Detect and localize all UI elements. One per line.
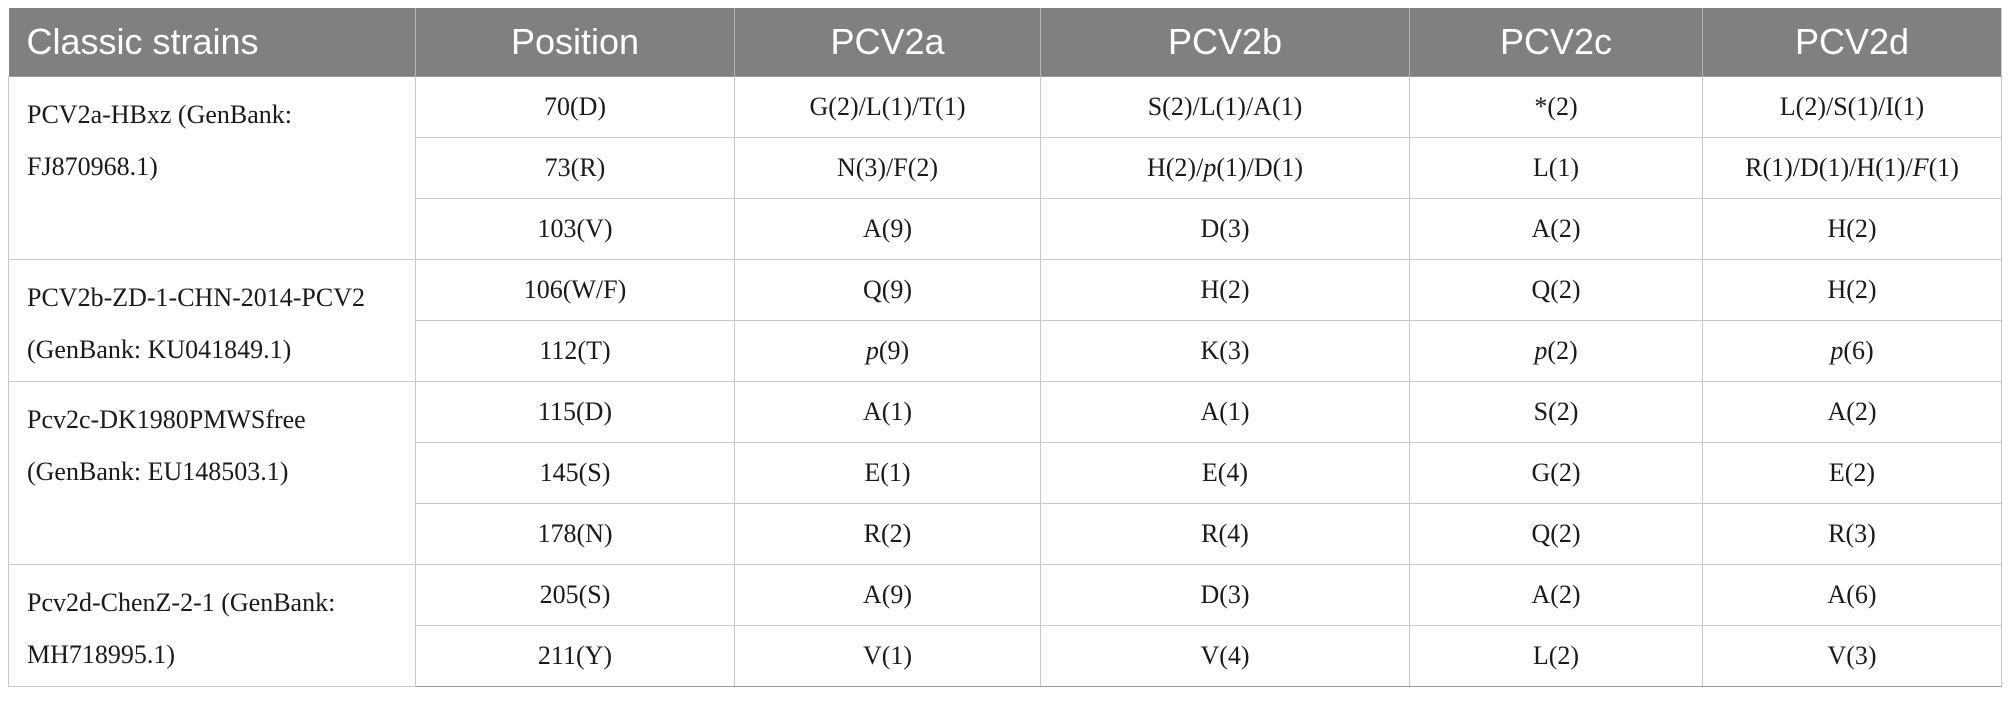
genotype-cell: S(2)/L(1)/A(1) (1040, 76, 1410, 138)
genotype-cell: R(4) (1040, 503, 1410, 565)
genotype-cell: L(2) (1409, 625, 1703, 687)
strain-cell: Pcv2d-ChenZ-2-1 (GenBank: MH718995.1) (8, 564, 416, 687)
table-row: Pcv2c-DK1980PMWSfree (GenBank: EU148503.… (8, 381, 2002, 565)
genotype-cell: V(4) (1040, 625, 1410, 687)
genotype-cell: V(1) (734, 625, 1041, 687)
table-row: 211(Y) V(1) V(4) L(2) V(3) (9, 625, 2002, 687)
genotype-cell: K(3) (1040, 320, 1410, 382)
table-row: 145(S) E(1) E(4) G(2) E(2) (9, 442, 2002, 504)
genotype-cell: A(2) (1409, 564, 1703, 626)
mutation-table: Classic strains Position PCV2a PCV2b PCV… (8, 8, 2002, 687)
genotype-cell: S(2) (1409, 381, 1703, 443)
table-row: 178(N) R(2) R(4) Q(2) R(3) (9, 503, 2002, 565)
genotype-cell: R(3) (1702, 503, 2002, 565)
genotype-cell: E(4) (1040, 442, 1410, 504)
genotype-cell: A(1) (734, 381, 1041, 443)
position-cell: 115(D) (415, 381, 735, 443)
genotype-cell: A(6) (1702, 564, 2002, 626)
genotype-cell: D(3) (1040, 564, 1410, 626)
header-pcv2d: PCV2d (1702, 8, 2002, 77)
genotype-cell: R(2) (734, 503, 1041, 565)
genotype-cell: E(1) (734, 442, 1041, 504)
strain-cell: Pcv2c-DK1980PMWSfree (GenBank: EU148503.… (8, 381, 416, 565)
table-body: PCV2a-HBxz (GenBank: FJ870968.1) 70(D) G(2… (8, 76, 2002, 687)
genotype-cell: A(9) (734, 198, 1041, 260)
position-cell: 73(R) (415, 137, 735, 199)
genotype-cell: H(2)/p(1)/D(1) (1040, 137, 1410, 199)
genotype-cell: E(2) (1702, 442, 2002, 504)
genotype-cell: L(2)/S(1)/I(1) (1702, 76, 2002, 138)
genotype-cell: L(1) (1409, 137, 1703, 199)
header-pcv2c: PCV2c (1409, 8, 1703, 77)
genotype-cell: p(2) (1409, 320, 1703, 382)
genotype-cell: G(2)/L(1)/T(1) (734, 76, 1041, 138)
genotype-cell: N(3)/F(2) (734, 137, 1041, 199)
genotype-cell: Q(2) (1409, 503, 1703, 565)
genotype-cell: *(2) (1409, 76, 1703, 138)
strain-cell: PCV2b-ZD-1-CHN-2014-PCV2 (GenBank: KU041… (8, 259, 416, 382)
genotype-cell: A(2) (1409, 198, 1703, 260)
genotype-cell: V(3) (1702, 625, 2002, 687)
header-row: Classic strains Position PCV2a PCV2b PCV… (8, 8, 2002, 77)
position-cell: 70(D) (415, 76, 735, 138)
genotype-cell: Q(2) (1409, 259, 1703, 321)
strain-cell: PCV2a-HBxz (GenBank: FJ870968.1) (8, 76, 416, 260)
position-cell: 103(V) (415, 198, 735, 260)
position-cell: 112(T) (415, 320, 735, 382)
header-pcv2b: PCV2b (1040, 8, 1410, 77)
genotype-cell: R(1)/D(1)/H(1)/F(1) (1702, 137, 2002, 199)
genotype-cell: A(9) (734, 564, 1041, 626)
position-cell: 145(S) (415, 442, 735, 504)
header-pcv2a: PCV2a (734, 8, 1041, 77)
genotype-cell: H(2) (1040, 259, 1410, 321)
genotype-cell: Q(9) (734, 259, 1041, 321)
genotype-cell: H(2) (1702, 198, 2002, 260)
table-row: Pcv2d-ChenZ-2-1 (GenBank: MH718995.1) 205… (8, 564, 2002, 687)
table-container: Classic strains Position PCV2a PCV2b PCV… (8, 8, 2002, 687)
genotype-cell: A(1) (1040, 381, 1410, 443)
position-cell: 211(Y) (415, 625, 735, 687)
table-row: PCV2b-ZD-1-CHN-2014-PCV2 (GenBank: KU041… (8, 259, 2002, 382)
table-row: 112(T) p(9) K(3) p(2) p(6) (9, 320, 2002, 382)
genotype-cell: p(6) (1702, 320, 2002, 382)
genotype-cell: p(9) (734, 320, 1041, 382)
genotype-cell: D(3) (1040, 198, 1410, 260)
genotype-cell: A(2) (1702, 381, 2002, 443)
genotype-cell: H(2) (1702, 259, 2002, 321)
header-position: Position (415, 8, 735, 77)
table-row: PCV2a-HBxz (GenBank: FJ870968.1) 70(D) G(2… (8, 76, 2002, 260)
header-classic-strains: Classic strains (8, 8, 416, 77)
position-cell: 205(S) (415, 564, 735, 626)
position-cell: 106(W/F) (415, 259, 735, 321)
table-row: 73(R) N(3)/F(2) H(2)/p(1)/D(1) L(1) R(1)/D(1… (9, 137, 2002, 199)
genotype-cell: G(2) (1409, 442, 1703, 504)
position-cell: 178(N) (415, 503, 735, 565)
